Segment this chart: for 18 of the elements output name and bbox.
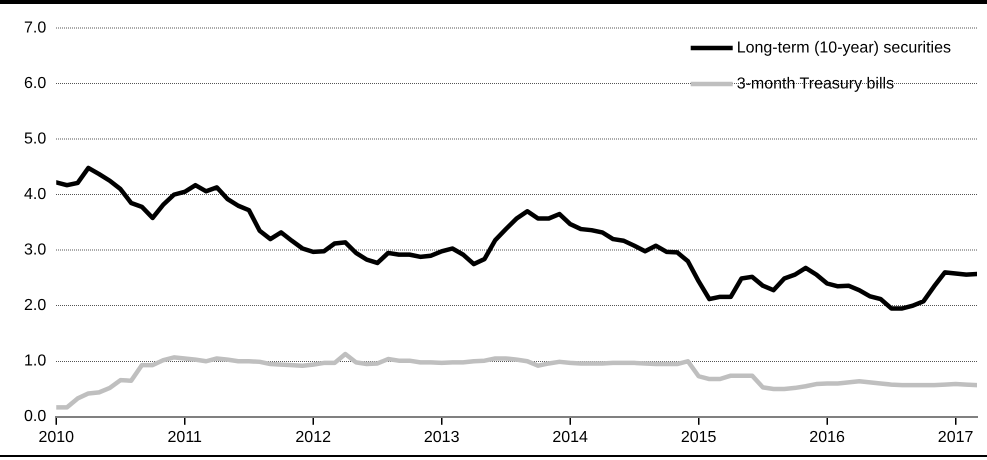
x-tick-label: 2015 [680, 428, 717, 446]
y-tick-label: 3.0 [24, 242, 46, 259]
y-tick-label: 1.0 [24, 352, 46, 370]
x-tick-label: 2017 [938, 428, 974, 446]
y-tick-label: 6.0 [24, 74, 46, 92]
x-tick-label: 2016 [809, 428, 846, 446]
y-tick-label: 0.0 [24, 408, 46, 426]
legend-label: 3-month Treasury bills [736, 75, 894, 92]
legend-label: Long-term (10-year) securities [736, 39, 951, 56]
x-tick-label: 2014 [552, 428, 588, 446]
y-tick-label: 4.0 [24, 186, 46, 204]
y-tick-label: 2.0 [24, 297, 46, 314]
y-tick-label: 5.0 [24, 130, 46, 148]
x-tick-label: 2011 [168, 428, 202, 446]
x-tick-label: 2013 [424, 428, 460, 446]
x-tick-label: 2012 [295, 428, 332, 446]
x-tick-label: 2010 [38, 428, 74, 446]
y-tick-label: 7.0 [24, 19, 46, 36]
